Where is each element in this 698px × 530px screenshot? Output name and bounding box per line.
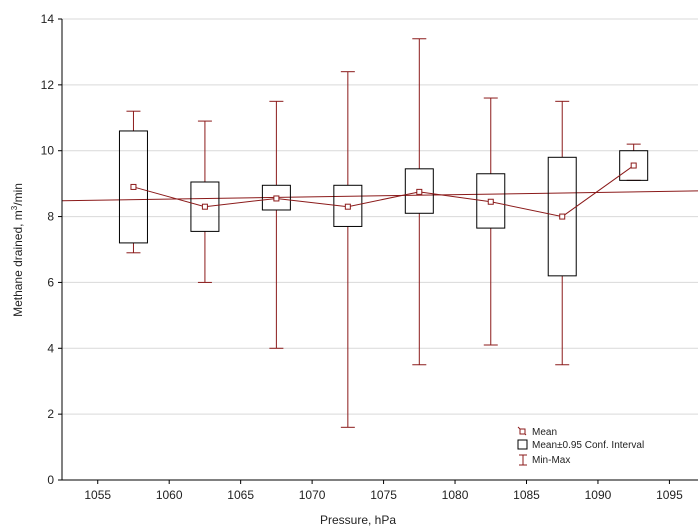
box-layer <box>118 38 649 428</box>
ci-box <box>547 156 577 277</box>
x-tick-label: 1075 <box>370 488 397 502</box>
y-tick-label: 14 <box>41 12 55 26</box>
y-tick-label: 12 <box>41 78 55 92</box>
x-tick-label: 1070 <box>299 488 326 502</box>
ci-box <box>118 130 148 244</box>
x-tick-label: 1080 <box>442 488 469 502</box>
x-tick-label: 1095 <box>656 488 683 502</box>
y-tick-label: 10 <box>41 144 55 158</box>
box-group <box>261 100 291 349</box>
ci-box <box>404 168 434 214</box>
legend-mean-label: Mean <box>532 427 557 438</box>
mean-line <box>133 165 634 218</box>
legend: Mean Mean±0.95 Conf. Interval Min-Max <box>517 426 644 466</box>
mean-marker <box>487 198 494 205</box>
legend-minmax-label: Min-Max <box>532 455 570 466</box>
trend-line <box>61 190 698 202</box>
x-tick-label: 1065 <box>227 488 254 502</box>
ci-box <box>476 173 506 229</box>
x-tick-label: 1060 <box>156 488 183 502</box>
mean-marker <box>201 203 208 210</box>
y-tick-label: 0 <box>47 473 54 487</box>
y-tick-label: 6 <box>47 275 54 289</box>
mean-marker <box>630 162 637 169</box>
legend-ci-icon <box>517 439 528 450</box>
y-axis-title: Methane drained, m3/min <box>10 183 25 317</box>
mean-marker <box>273 195 280 202</box>
ci-box <box>619 150 649 181</box>
x-tick-label: 1085 <box>513 488 540 502</box>
box-group <box>333 71 363 428</box>
y-tick-label: 2 <box>47 407 54 421</box>
tick-labels: 0 2 4 6 8 10 12 14 1055 1060 1065 1070 1075 1080 1085 1… <box>41 12 683 502</box>
y-tick-label: 4 <box>47 341 54 355</box>
x-tick-label: 1055 <box>84 488 111 502</box>
mean-marker <box>559 213 566 220</box>
y-axis-title-superscript: 3 <box>10 205 19 210</box>
mean-marker <box>130 183 137 190</box>
legend-mean-icon <box>517 426 527 436</box>
legend-minmax-icon <box>519 454 527 466</box>
x-tick-label: 1090 <box>585 488 612 502</box>
ci-box <box>190 181 220 232</box>
y-axis-title-main: Methane drained, m <box>11 210 25 317</box>
box-group <box>476 97 506 346</box>
legend-ci-label: Mean±0.95 Conf. Interval <box>532 440 644 451</box>
x-axis-title: Pressure, hPa <box>320 513 396 527</box>
box-group <box>619 143 649 181</box>
box-group <box>547 100 577 366</box>
mean-layer <box>130 162 637 220</box>
axes <box>58 18 698 484</box>
box-group <box>118 110 148 254</box>
ci-box <box>261 184 291 211</box>
y-tick-label: 8 <box>47 210 54 224</box>
mean-marker <box>416 188 423 195</box>
box-group <box>190 120 220 283</box>
grid-lines <box>62 18 698 415</box>
box-group <box>404 38 434 366</box>
y-axis-title-tail: /min <box>11 183 25 206</box>
ci-box <box>333 184 363 227</box>
mean-marker <box>344 203 351 210</box>
trend-line-layer <box>61 190 698 202</box>
